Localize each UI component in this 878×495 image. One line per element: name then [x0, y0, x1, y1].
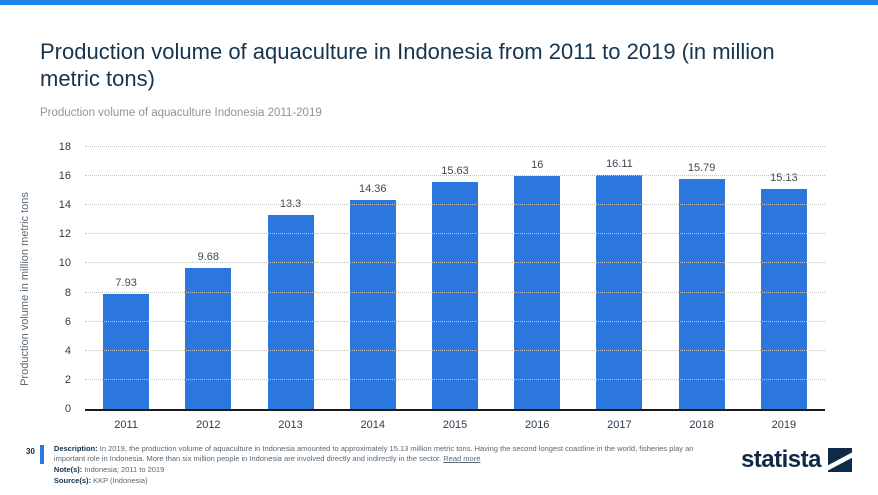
- bar-2014: 14.36: [349, 183, 396, 409]
- notes-line: Note(s): Indonesia; 2011 to 2019: [54, 465, 694, 476]
- page-title: Production volume of aquaculture in Indo…: [40, 39, 775, 91]
- description-label: Description:: [53, 443, 98, 453]
- bar-2019: 15.13: [760, 172, 807, 409]
- plot-area: 7.93 9.68 13.3 14.36 15.63 16 16.11 15.79 15.13 …: [59, 141, 825, 415]
- footer: 30 Description: In 2019, the production …: [0, 444, 878, 488]
- y-tick-label: 0: [64, 403, 71, 415]
- y-tick-label: 14: [58, 199, 71, 212]
- x-tick-label: 2019: [771, 419, 797, 431]
- description-line: Description: In 2019, the production vol…: [54, 444, 694, 466]
- bar-value-label: 15.13: [770, 171, 798, 184]
- bar-slot: 15.13: [743, 147, 825, 409]
- x-axis-labels: 2011 2012 2013 2014 2015 2016 2017 2018 2019: [85, 419, 825, 431]
- gridline: [85, 175, 825, 177]
- bar-slot: 9.68: [167, 147, 249, 409]
- read-more-link[interactable]: Read more: [443, 454, 481, 464]
- bar-slot: 7.93: [85, 147, 167, 409]
- gridline: [85, 146, 825, 147]
- sources-line: Source(s): KKP (Indonesia): [54, 476, 694, 487]
- statista-wordmark: statista: [740, 445, 822, 473]
- gridline: [85, 349, 825, 351]
- bar-value-label: 16.11: [606, 157, 633, 170]
- x-tick-label: 2016: [524, 419, 550, 431]
- bar-value-label: 7.93: [115, 276, 137, 289]
- bar-slot: 14.36: [332, 147, 414, 409]
- x-tick-label: 2013: [278, 419, 303, 431]
- statista-logo-icon: [828, 447, 852, 472]
- bars-container: 7.93 9.68 13.3 14.36 15.63 16 16.11 15.79 15.13: [85, 147, 825, 409]
- y-tick-label: 2: [64, 373, 71, 386]
- footer-meta: Description: In 2019, the production vol…: [54, 444, 694, 488]
- description-text: In 2019, the production volume of aquacu…: [53, 443, 694, 464]
- gridline: [85, 320, 825, 322]
- sources-label: Source(s):: [53, 476, 91, 486]
- bar-slot: 13.3: [249, 147, 331, 409]
- bar-chart: Production volume in million metric tons…: [19, 141, 825, 431]
- x-tick-label: 2017: [607, 419, 632, 431]
- y-tick-label: 6: [64, 315, 71, 328]
- y-tick-label: 18: [58, 141, 71, 153]
- x-tick-label: 2011: [114, 419, 138, 431]
- bar-value-label: 9.68: [197, 251, 220, 264]
- bar-slot: 16.11: [578, 147, 660, 409]
- header: Production volume of aquaculture in Indo…: [40, 38, 838, 119]
- gridline: [85, 233, 825, 235]
- sources-text: KKP (Indonesia): [93, 476, 148, 486]
- x-tick-label: 2018: [689, 419, 714, 431]
- page-number: 30: [26, 446, 35, 456]
- footer-accent-bar: [39, 444, 44, 464]
- page-subtitle: Production volume of aquaculture Indones…: [40, 107, 322, 119]
- bar-2012: 9.68: [185, 251, 232, 409]
- bar-value-label: 15.79: [687, 162, 716, 175]
- notes-label: Note(s):: [53, 465, 83, 475]
- bar-2015: 15.63: [431, 165, 478, 409]
- y-tick-label: 12: [58, 228, 71, 241]
- y-axis-title: Production volume in million metric tons: [19, 192, 31, 386]
- bar-slot: 16: [496, 147, 578, 409]
- top-accent-bar: [0, 0, 878, 5]
- gridline: [85, 291, 825, 293]
- notes-text: Indonesia; 2011 to 2019: [84, 465, 165, 475]
- bar-2018: 15.79: [678, 162, 725, 409]
- x-tick-label: 2014: [360, 419, 385, 431]
- bar-2016: 16: [514, 159, 561, 409]
- x-tick-label: 2012: [196, 419, 221, 431]
- gridline: [85, 262, 825, 264]
- y-tick-label: 4: [64, 344, 71, 357]
- gridline: [85, 204, 825, 206]
- bar-2013: 13.3: [267, 198, 314, 409]
- x-tick-label: 2015: [442, 419, 468, 431]
- statista-logo: statista: [741, 446, 852, 474]
- bar-2011: 7.93: [103, 277, 150, 409]
- y-tick-label: 10: [58, 257, 71, 270]
- bar-value-label: 14.36: [359, 182, 387, 195]
- bar-slot: 15.63: [414, 147, 496, 409]
- bar-value-label: 16: [531, 159, 544, 172]
- bar-value-label: 15.63: [441, 164, 469, 177]
- y-tick-label: 8: [64, 286, 71, 299]
- y-tick-label: 16: [58, 170, 71, 183]
- gridline: [85, 378, 825, 380]
- bar-slot: 15.79: [661, 147, 743, 409]
